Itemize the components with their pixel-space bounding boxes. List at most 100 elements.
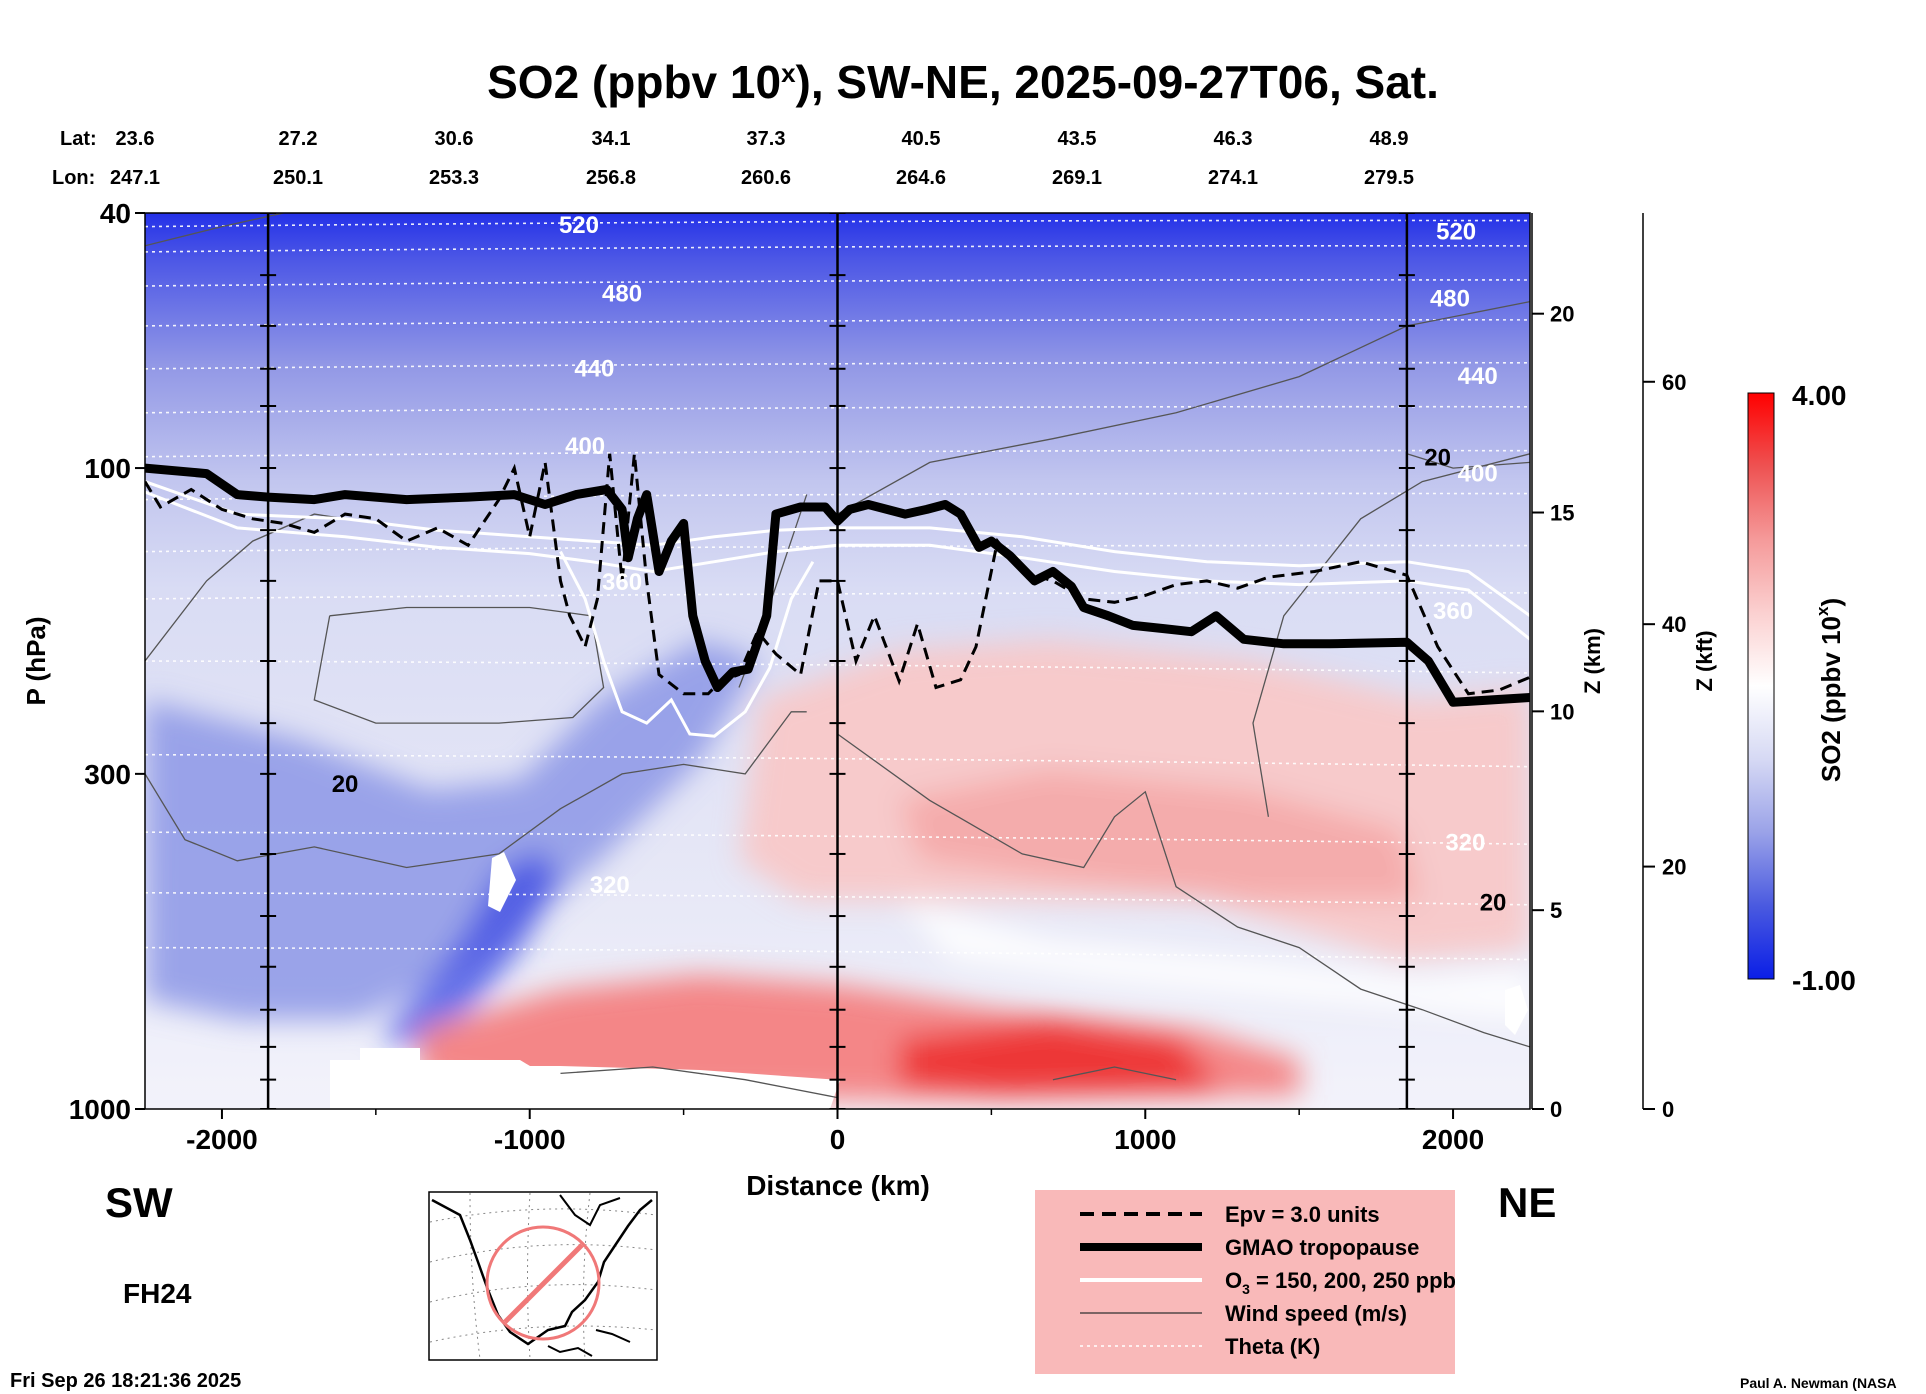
so2-red-core [900, 1020, 1220, 1095]
x-axis-title: Distance (km) [746, 1170, 930, 1201]
z-kft-axis: 0 20 40 60 [1642, 213, 1686, 1122]
wind-speed-contour [145, 213, 284, 247]
tropopause-line-group [145, 463, 1530, 707]
theta-contour [145, 361, 1530, 370]
y-axis-title: P (hPa) [21, 616, 51, 705]
lat-tick-label: 43.5 [1058, 128, 1097, 150]
lon-tick-label: 256.8 [586, 167, 636, 189]
lat-tick-labels: 23.6 27.2 30.6 34.1 37.3 40.5 43.5 46.3 48.9 [116, 128, 1409, 150]
lat-tick-label: 46.3 [1214, 128, 1253, 150]
colorbar-title: SO2 (ppbv 10x) [1813, 598, 1846, 782]
lon-tick-label: 274.1 [1208, 167, 1258, 189]
theta-contour [145, 219, 1530, 228]
legend-items: Epv = 3.0 units GMAO tropopause O3 = 150, … [1080, 1202, 1456, 1359]
y-tick-label: 1000 [69, 1094, 131, 1125]
wind-speed-contour [1406, 453, 1530, 469]
z-km-tick-label: 15 [1550, 501, 1574, 526]
theta-contour [145, 892, 1530, 906]
wind-contour-label: 20 [332, 771, 359, 798]
theta-contour-label: 440 [574, 356, 614, 383]
lon-tick-label: 247.1 [110, 167, 160, 189]
lon-tick-label: 250.1 [273, 167, 323, 189]
lat-tick-label: 37.3 [747, 128, 786, 150]
theta-contour [145, 660, 1530, 674]
theta-contour [145, 449, 1530, 458]
x-tick-label: 1000 [1114, 1124, 1176, 1155]
theta-contour-label: 480 [1430, 286, 1470, 313]
wind-contour-label: 20 [1424, 444, 1451, 471]
x-axis: -2000 -1000 0 1000 2000 [186, 1109, 1484, 1155]
theta-contour-label: 440 [1458, 363, 1498, 390]
z-km-tick-label: 10 [1550, 699, 1574, 724]
theta-contour [145, 279, 1530, 287]
so2-small-white-patch-ne [1505, 985, 1528, 1035]
wind-speed-contour [560, 1066, 838, 1099]
z-kft-tick-label: 20 [1662, 855, 1686, 880]
theta-contour-label: 320 [590, 872, 630, 899]
inset-map [428, 1191, 658, 1361]
wind-speed-contour [1252, 453, 1530, 817]
theta-contour-label: 400 [1458, 461, 1498, 488]
theta-contour-label: 360 [602, 569, 642, 596]
theta-contour [145, 405, 1530, 414]
legend-label: O3 = 150, 200, 250 ppb [1225, 1268, 1456, 1297]
x-tick-label: -1000 [494, 1124, 566, 1155]
theta-contour [145, 244, 1530, 253]
legend-label: Wind speed (m/s) [1225, 1301, 1407, 1326]
z-km-axis: 0 5 10 15 20 [1531, 213, 1574, 1122]
tropopause-line [145, 463, 1530, 707]
lat-row-label: Lat: [60, 128, 97, 150]
theta-contour [145, 492, 1530, 501]
ozone-contour [145, 480, 1530, 618]
ozone-contour [559, 550, 815, 738]
contour-labels: 520 480 440 400 360 320 520 480 440 400 360 320 20 20… [332, 212, 1507, 916]
theta-contour [145, 753, 1530, 768]
theta-contour [145, 946, 1530, 961]
x-tick-label: 2000 [1422, 1124, 1484, 1155]
wind-speed-contour [313, 606, 605, 724]
theta-contour [145, 544, 1530, 553]
wind-speed-contour [1052, 1066, 1177, 1081]
wind-speed-contour [837, 733, 1530, 1048]
inset-map-coastline [431, 1198, 653, 1346]
so2-white-lower-band [900, 900, 1530, 1020]
z-km-tick-label: 0 [1550, 1097, 1562, 1122]
lat-tick-label: 40.5 [902, 128, 941, 150]
so2-small-white-patch [488, 852, 516, 912]
colorbar-max-label: 4.00 [1792, 380, 1847, 411]
theta-contour-label: 480 [602, 281, 642, 308]
theta-contour-label: 320 [1445, 829, 1485, 856]
sw-label: SW [105, 1179, 173, 1226]
z-kft-tick-label: 0 [1662, 1097, 1674, 1122]
plot-area: 520 480 440 400 360 320 520 480 440 400 360 320 20 20… [145, 212, 1530, 1109]
y-axis: 40 100 300 1000 [69, 198, 145, 1125]
x-tick-label: 0 [830, 1124, 846, 1155]
theta-contour [145, 318, 1530, 327]
inset-map-coast-east [547, 1194, 631, 1357]
lat-tick-label: 34.1 [592, 128, 631, 150]
ne-label: NE [1498, 1179, 1556, 1226]
epv-line [145, 453, 1530, 696]
wind-speed-contour [145, 711, 807, 869]
colorbar-min-label: -1.00 [1792, 965, 1856, 996]
theta-contours [145, 219, 1530, 961]
credit-label: Paul A. Newman (NASA [1740, 1375, 1897, 1391]
inset-map-range-circle [485, 1225, 601, 1341]
timestamp: Fri Sep 26 18:21:36 2025 [10, 1370, 241, 1392]
chart-title: SO2 (ppbv 10x), SW-NE, 2025-09-27T06, Sa… [487, 56, 1439, 108]
lon-tick-label: 260.6 [741, 167, 791, 189]
wind-contour-label: 20 [1480, 889, 1507, 916]
legend: Epv = 3.0 units GMAO tropopause O3 = 150, … [1035, 1190, 1456, 1374]
ozone-contours [145, 480, 1530, 738]
lon-tick-label: 253.3 [429, 167, 479, 189]
wind-speed-contours [145, 213, 1530, 1099]
z-km-axis-title: Z (km) [1580, 628, 1605, 694]
theta-contour-label: 520 [559, 212, 599, 239]
z-kft-tick-label: 40 [1662, 612, 1686, 637]
lon-tick-labels: 247.1 250.1 253.3 256.8 260.6 264.6 269.1 274.1… [110, 167, 1414, 189]
z-km-tick-label: 5 [1550, 898, 1562, 923]
theta-contour [145, 591, 1530, 600]
lat-tick-label: 48.9 [1370, 128, 1409, 150]
terrain-mask [330, 1048, 840, 1109]
